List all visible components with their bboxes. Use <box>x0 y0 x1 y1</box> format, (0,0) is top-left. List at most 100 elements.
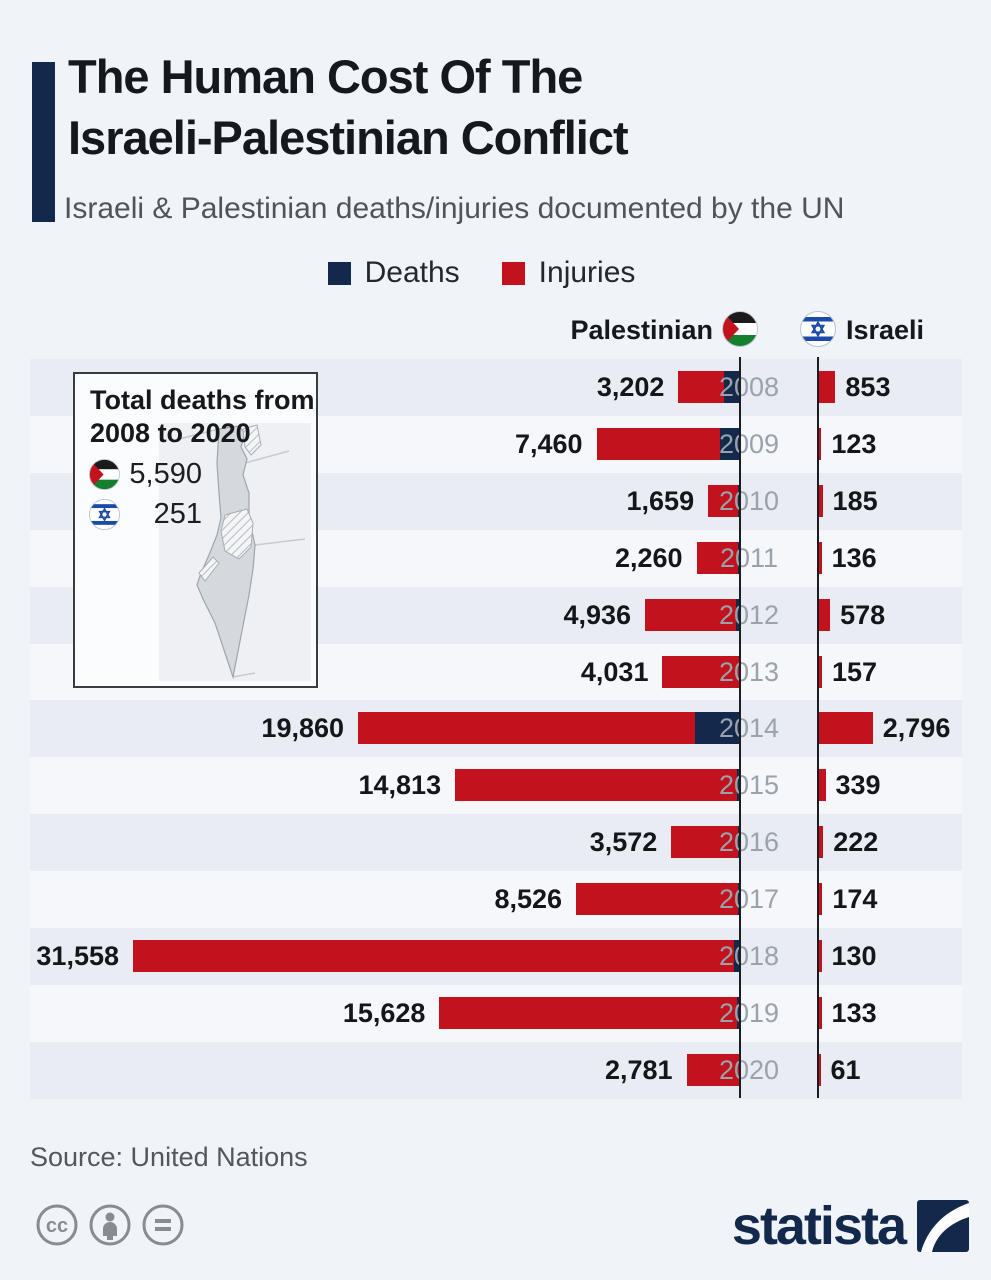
palestinian-bar <box>439 997 740 1029</box>
source-line: Source: United Nations <box>30 1142 308 1172</box>
israeli-bar <box>819 542 822 574</box>
page-title: The Human Cost Of The Israeli-Palestinia… <box>68 46 629 168</box>
israeli-value-label: 185 <box>832 486 878 516</box>
israeli-bar <box>819 485 823 517</box>
israeli-bar <box>819 712 873 744</box>
year-label: 2020 <box>718 1055 780 1085</box>
israel-palestine-map <box>159 423 311 681</box>
chart-row-2016: 3,572 2016 222 <box>30 814 962 871</box>
title-accent-bar <box>32 62 55 222</box>
israeli-bar <box>819 599 831 631</box>
title-line-2: Israeli-Palestinian Conflict <box>68 111 629 164</box>
palestinian-deaths-segment <box>737 826 740 858</box>
palestinian-value-label: 3,202 <box>596 372 665 402</box>
palestinian-total-deaths: 5,590 <box>129 458 202 490</box>
legend-label-injuries: Injuries <box>538 256 636 289</box>
israeli-value-label: 174 <box>832 884 878 914</box>
palestinian-bar <box>645 599 740 631</box>
palestinian-value-label: 15,628 <box>342 998 426 1028</box>
israeli-value-label: 133 <box>831 998 877 1028</box>
year-label: 2016 <box>718 827 780 857</box>
palestinian-value-label: 19,860 <box>261 713 345 743</box>
israeli-bar <box>819 371 836 403</box>
equals-icon <box>142 1204 184 1246</box>
palestinian-bar <box>662 656 740 688</box>
year-label: 2014 <box>718 713 780 743</box>
israeli-value-label: 339 <box>835 770 881 800</box>
palestinian-flag-icon <box>89 459 120 490</box>
palestinian-deaths-segment <box>735 599 740 631</box>
palestinian-deaths-segment <box>734 940 740 972</box>
statista-brand: statista <box>732 1198 969 1254</box>
page-subtitle: Israeli & Palestinian deaths/injuries do… <box>64 192 845 225</box>
israeli-value-label: 157 <box>832 657 878 687</box>
israeli-bar <box>819 997 822 1029</box>
chart-row-2017: 8,526 2017 174 <box>30 871 962 928</box>
palestinian-value-label: 1,659 <box>626 486 695 516</box>
israeli-flag-icon <box>89 499 120 530</box>
legend-item-deaths: Deaths <box>327 256 460 290</box>
israeli-bar <box>819 826 824 858</box>
palestinian-deaths-segment <box>736 769 740 801</box>
israeli-bar <box>819 656 823 688</box>
deaths-swatch-icon <box>327 261 351 285</box>
israeli-bar <box>819 1054 821 1086</box>
palestinian-value-label: 8,526 <box>494 884 563 914</box>
palestinian-deaths-segment <box>737 542 740 574</box>
palestinian-bar <box>678 371 740 403</box>
palestinian-value-label: 4,031 <box>580 657 649 687</box>
year-label: 2011 <box>719 543 779 573</box>
israeli-value-label: 123 <box>831 429 877 459</box>
israeli-value-label: 136 <box>831 543 877 573</box>
legend-label-deaths: Deaths <box>364 256 460 289</box>
palestinian-value-label: 2,260 <box>614 543 683 573</box>
attribution-person-icon <box>89 1204 131 1246</box>
israeli-column-header: Israeli <box>846 315 925 345</box>
chart-row-2020: 2,781 2020 61 <box>30 1042 962 1099</box>
chart-row-2014: 19,860 2014 2,796 <box>30 700 962 757</box>
palestinian-bar <box>358 712 740 744</box>
total-deaths-inset-box: Total deaths from 2008 to 2020 5,590 <box>73 372 318 688</box>
statista-logo-mark <box>917 1200 969 1252</box>
israeli-axis-line <box>817 357 819 1098</box>
palestinian-bar <box>133 940 740 972</box>
statista-wordmark: statista <box>731 1196 907 1256</box>
year-label: 2017 <box>718 884 780 914</box>
palestinian-axis-line <box>739 357 741 1098</box>
chart-row-2018: 31,558 2018 130 <box>30 928 962 985</box>
svg-text:cc: cc <box>46 1215 68 1237</box>
palestinian-value-label: 14,813 <box>358 770 442 800</box>
palestinian-value-label: 4,936 <box>563 600 632 630</box>
palestinian-value-label: 31,558 <box>36 941 119 971</box>
year-label: 2015 <box>718 770 780 800</box>
gaza-hatched-area <box>198 556 220 582</box>
year-label: 2019 <box>718 998 780 1028</box>
palestinian-deaths-segment <box>724 371 740 403</box>
license-icons: cc <box>35 1203 185 1247</box>
year-label: 2010 <box>718 486 780 516</box>
palestinian-deaths-segment <box>720 428 740 460</box>
palestinian-value-label: 7,460 <box>514 429 583 459</box>
palestinian-bar <box>696 542 740 574</box>
injuries-swatch-icon <box>501 261 525 285</box>
inset-title: Total deaths from 2008 to 2020 <box>90 384 315 450</box>
palestinian-column-header: Palestinian <box>570 315 713 345</box>
israeli-bar <box>819 883 823 915</box>
legend-item-injuries: Injuries <box>501 256 636 290</box>
year-label: 2018 <box>718 941 780 971</box>
inset-title-line-2: 2008 to 2020 <box>90 418 251 448</box>
israeli-value-label: 130 <box>831 941 877 971</box>
palestinian-flag-icon <box>722 311 758 347</box>
israeli-value-label: 222 <box>833 827 879 857</box>
palestinian-value-label: 2,781 <box>604 1055 673 1085</box>
chart-row-2019: 15,628 2019 133 <box>30 985 962 1042</box>
chart-legend: Deaths Injuries <box>0 256 977 290</box>
palestinian-bar <box>455 769 740 801</box>
palestinian-deaths-segment <box>737 997 740 1029</box>
israeli-bar <box>819 940 822 972</box>
year-label: 2013 <box>718 657 780 687</box>
israeli-bar <box>819 428 822 460</box>
israeli-total-deaths: 251 <box>153 498 202 530</box>
